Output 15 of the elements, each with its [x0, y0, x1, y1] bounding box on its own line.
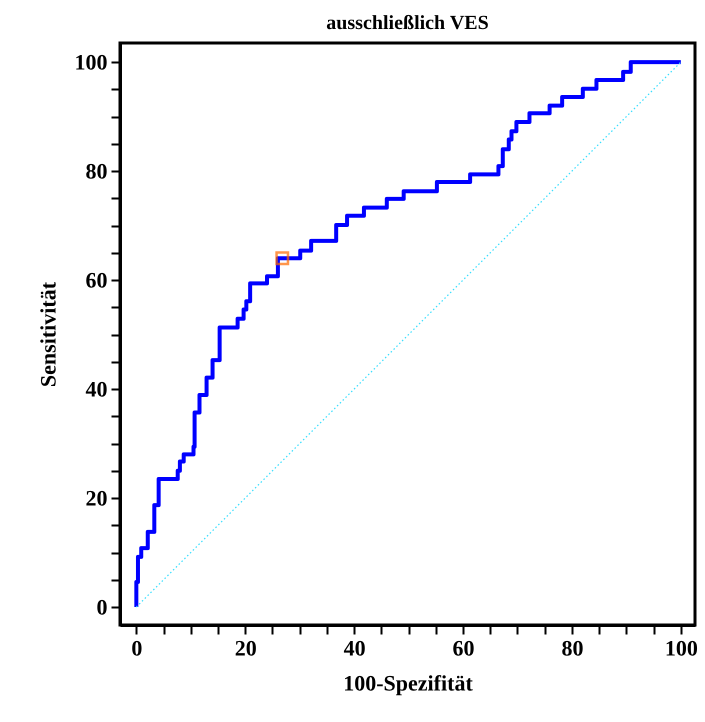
- y-tick-label: 40: [86, 376, 108, 402]
- x-axis-title: 100-Spezifität: [343, 670, 474, 696]
- x-tick-label: 40: [344, 636, 366, 660]
- x-tick-label: 0: [131, 636, 142, 660]
- y-tick-label: 20: [86, 486, 108, 511]
- y-tick-label: 80: [86, 158, 108, 184]
- x-tick-label: 100: [664, 636, 698, 660]
- x-tick-label: 60: [452, 636, 475, 660]
- y-axis-title: Sensitivität: [36, 281, 60, 388]
- x-tick-label: 80: [561, 636, 584, 660]
- y-tick-label: 60: [86, 268, 108, 293]
- x-tick-label: 20: [234, 636, 257, 660]
- y-tick-label: 100: [74, 50, 108, 75]
- y-tick-label: 0: [96, 594, 108, 620]
- chart-title: ausschließlich VES: [326, 12, 489, 34]
